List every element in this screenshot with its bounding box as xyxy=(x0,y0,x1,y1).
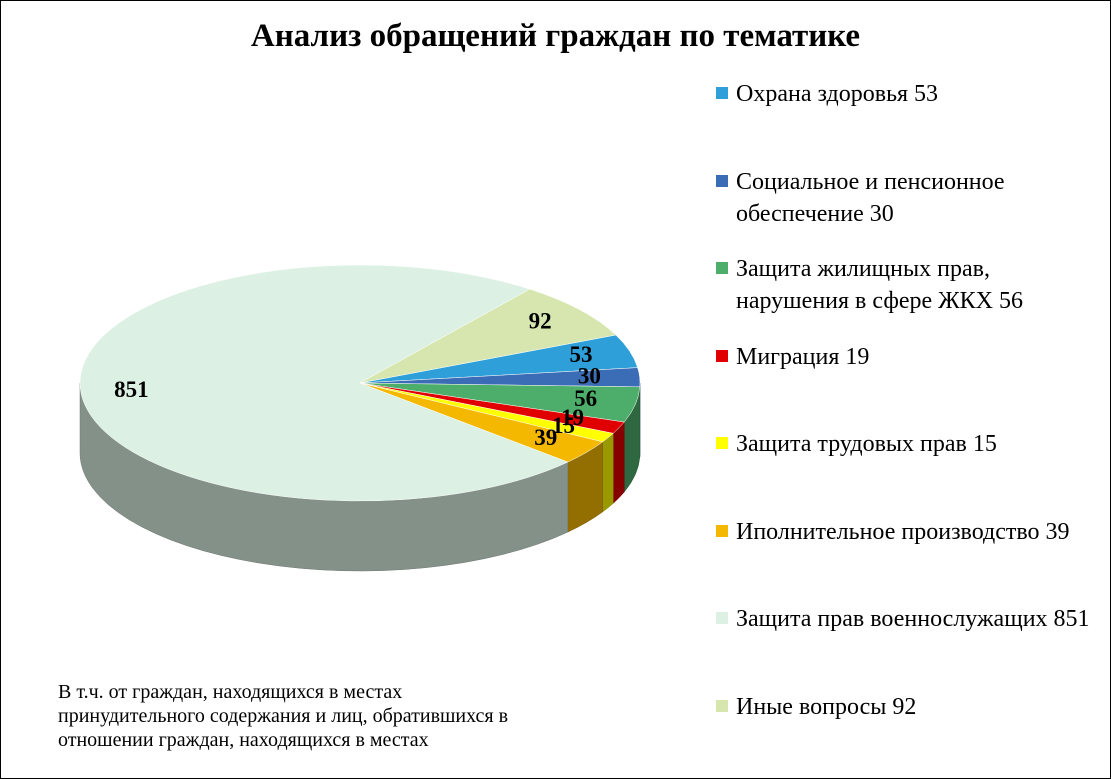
legend-label: Охрана здоровья 53 xyxy=(736,81,939,107)
legend-label: Защита жилищных прав, нарушения в сфере … xyxy=(736,256,1024,314)
legend-marker xyxy=(716,262,728,274)
legend-entry: Миграция 19 xyxy=(716,341,1106,429)
legend: Охрана здоровья 53 Социальное и пенсионно… xyxy=(716,78,1106,778)
legend-marker xyxy=(716,349,728,362)
legend-entry: Защита прав военнослужащих 851 xyxy=(716,603,1106,691)
legend-label: Миграция 19 xyxy=(736,343,870,370)
legend-marker xyxy=(716,174,728,187)
pie-slice xyxy=(79,264,569,502)
pie-side xyxy=(602,432,614,513)
pie-slice xyxy=(359,288,617,384)
legend-label: Иные вопросы 92 xyxy=(736,693,917,720)
data-label: 30 xyxy=(578,364,601,389)
legend-label: Защита прав военнослужащих 851 xyxy=(736,606,1090,632)
data-label: 19 xyxy=(561,405,584,430)
legend-marker xyxy=(716,612,728,624)
data-label: 53 xyxy=(569,342,592,367)
legend-label: Социальное и пенсионное обеспечение 30 xyxy=(736,168,1005,227)
legend-entry: Иполнительное производство 39 xyxy=(716,516,1106,604)
annotation-line: отношении граждан, находящихся в местах xyxy=(58,729,429,751)
legend-entry: Защита трудовых прав 15 xyxy=(716,428,1106,516)
legend-marker xyxy=(716,524,728,537)
legend-label: Защита трудовых прав 15 xyxy=(736,431,997,457)
chart-title: Анализ обращений граждан по тематике xyxy=(250,18,861,54)
data-label: 851 xyxy=(114,377,149,402)
legend-entry: Социальное и пенсионное обеспечение 30 xyxy=(716,166,1106,254)
annotation: В т.ч. от граждан, находящихся в местах п… xyxy=(58,680,508,752)
legend-label: Иполнительное производство 39 xyxy=(736,518,1070,545)
data-label: 15 xyxy=(552,413,575,438)
legend-marker xyxy=(716,437,728,449)
legend-entry: Защита жилищных прав, нарушения в сфере … xyxy=(716,253,1106,341)
legend-marker xyxy=(716,699,728,712)
data-label: 56 xyxy=(574,386,597,411)
data-label: 39 xyxy=(534,425,557,450)
legend-entry: Иные вопросы 92 xyxy=(716,691,1106,779)
pie-side xyxy=(613,421,625,504)
data-label: 92 xyxy=(529,308,552,333)
legend-marker xyxy=(716,87,728,99)
legend-entry: Охрана здоровья 53 xyxy=(716,78,1106,166)
annotation-line: принудительного содержания и лиц, обрати… xyxy=(58,705,509,727)
annotation-line: В т.ч. от граждан, находящихся в местах xyxy=(58,681,403,703)
